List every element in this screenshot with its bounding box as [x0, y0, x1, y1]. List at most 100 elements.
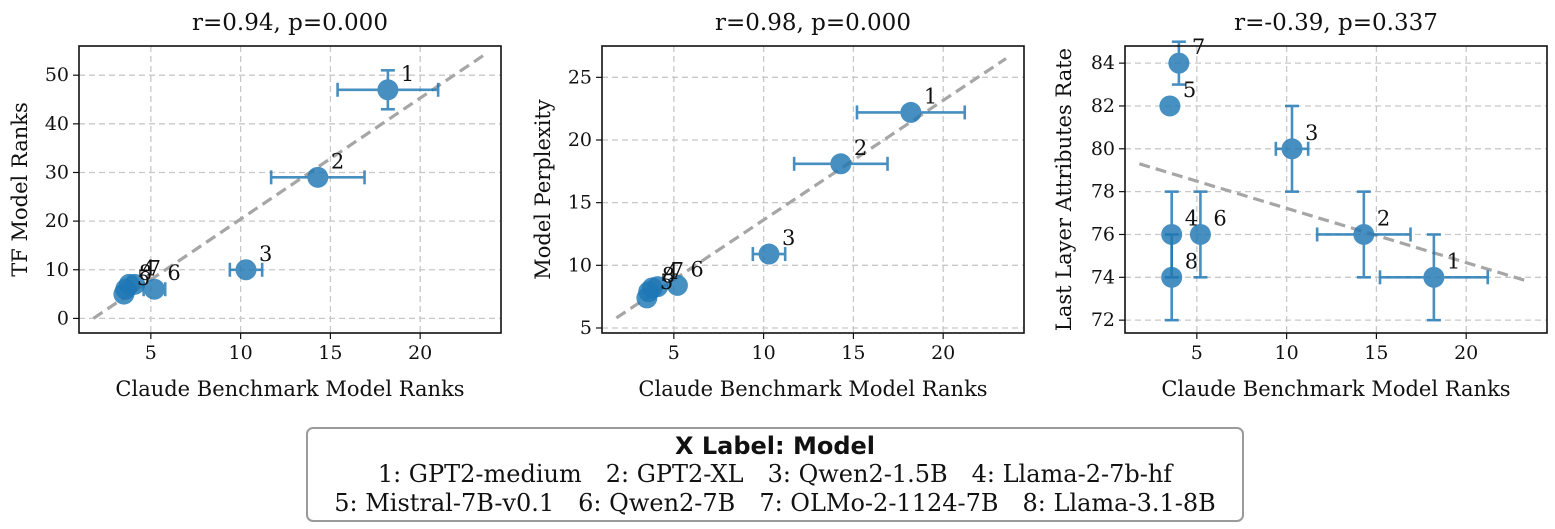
y-tick-label: 0 [57, 307, 69, 329]
point-label-3: 3 [1305, 121, 1318, 145]
y-axis-label: TF Model Ranks [8, 102, 32, 277]
plot-frame [78, 45, 502, 334]
x-axis-label: Claude Benchmark Model Ranks [115, 377, 464, 401]
y-tick-label: 78 [1091, 181, 1115, 203]
data-point-5 [1159, 95, 1181, 117]
legend-entry: 7: OLMo-2-1124-7B [759, 489, 999, 517]
x-tick-label: 5 [668, 342, 680, 364]
point-label-2: 2 [1377, 206, 1390, 230]
marker [758, 243, 780, 265]
data-point-1 [336, 69, 440, 111]
legend-row-2: 5: Mistral-7B-v0.1 6: Qwen2-7B 7: OLMo-2-1… [308, 489, 1242, 518]
data-point-3 [228, 259, 264, 281]
point-label-5: 5 [1183, 78, 1196, 102]
marker [1281, 138, 1303, 160]
legend-entry: 4: Llama-2-7b-hf [971, 460, 1173, 488]
legend-entry: 5: Mistral-7B-v0.1 [334, 489, 555, 517]
y-tick-label: 82 [1091, 95, 1115, 117]
x-tick-label: 15 [1364, 342, 1388, 364]
point-label-6: 6 [167, 261, 180, 285]
legend-entry: 1: GPT2-medium [377, 460, 582, 488]
marker [377, 79, 399, 101]
chart-title: r=-0.39, p=0.337 [1234, 10, 1438, 36]
legend-entry: 8: Llama-3.1-8B [1022, 489, 1216, 517]
y-tick-label: 50 [45, 64, 69, 86]
y-tick-label: 74 [1091, 266, 1115, 288]
x-axis-label: Claude Benchmark Model Ranks [638, 377, 987, 401]
y-tick-label: 40 [45, 113, 69, 135]
marker [638, 281, 660, 303]
marker [830, 153, 852, 175]
x-tick-label: 10 [752, 342, 776, 364]
y-tick-label: 25 [568, 66, 592, 88]
data-point-2 [269, 166, 366, 188]
x-tick-label: 20 [408, 342, 432, 364]
data-point-7 [1168, 40, 1190, 86]
marker [900, 101, 922, 123]
point-label-4: 4 [665, 260, 678, 284]
data-point-1 [855, 101, 967, 123]
x-tick-label: 15 [841, 342, 865, 364]
point-label-5: 5 [137, 266, 150, 290]
point-label-2: 2 [331, 149, 344, 173]
point-label-3: 3 [782, 226, 795, 250]
data-point-3 [751, 243, 787, 265]
y-tick-label: 20 [568, 129, 592, 151]
y-tick-label: 15 [568, 192, 592, 214]
marker [1161, 266, 1183, 288]
plot-frame [601, 45, 1025, 334]
point-label-6: 6 [1213, 206, 1226, 230]
marker [143, 278, 165, 300]
point-label-7: 7 [1192, 35, 1205, 59]
y-tick-label: 5 [580, 317, 592, 339]
x-tick-label: 5 [1191, 342, 1203, 364]
point-label-8: 8 [662, 264, 675, 288]
data-point-3 [1274, 104, 1310, 193]
legend: X Label: Model 1: GPT2-medium 2: GPT2-XL 3… [306, 427, 1244, 522]
x-tick-label: 15 [318, 342, 342, 364]
y-tick-label: 10 [568, 254, 592, 276]
marker [235, 259, 257, 281]
data-point-6 [1189, 190, 1211, 279]
marker [666, 274, 688, 296]
y-tick-label: 84 [1091, 52, 1115, 74]
chart-title: r=0.94, p=0.000 [192, 10, 388, 36]
x-axis-label: Claude Benchmark Model Ranks [1161, 377, 1510, 401]
point-label-7: 7 [148, 256, 161, 280]
point-label-7: 7 [671, 259, 684, 283]
x-tick-label: 20 [931, 342, 955, 364]
trend-line [92, 54, 484, 320]
legend-entry: 2: GPT2-XL [605, 460, 744, 488]
data-point-8 [638, 281, 660, 303]
legend-row-1: 1: GPT2-medium 2: GPT2-XL 3: Qwen2-1.5B 4: … [308, 460, 1242, 489]
y-tick-label: 72 [1091, 309, 1115, 331]
point-label-6: 6 [690, 257, 703, 281]
x-tick-label: 5 [145, 342, 157, 364]
trend-line [615, 57, 1007, 320]
marker [1423, 266, 1445, 288]
data-point-1 [1378, 233, 1490, 322]
chart-title: r=0.98, p=0.000 [715, 10, 911, 36]
point-label-8: 8 [139, 261, 152, 285]
data-point-6 [666, 274, 688, 296]
marker [307, 166, 329, 188]
y-tick-label: 30 [45, 161, 69, 183]
marker [1159, 95, 1181, 117]
point-label-3: 3 [259, 242, 272, 266]
point-label-4: 4 [142, 256, 155, 280]
point-label-8: 8 [1185, 249, 1198, 273]
legend-entry: 3: Qwen2-1.5B [767, 460, 948, 488]
x-tick-label: 10 [229, 342, 253, 364]
point-label-5: 5 [660, 270, 673, 294]
point-label-1: 1 [924, 84, 937, 108]
y-tick-label: 76 [1091, 223, 1115, 245]
y-tick-label: 10 [45, 259, 69, 281]
data-point-2 [792, 153, 889, 175]
y-tick-label: 20 [45, 210, 69, 232]
point-label-1: 1 [1447, 249, 1460, 273]
data-point-8 [115, 278, 137, 300]
